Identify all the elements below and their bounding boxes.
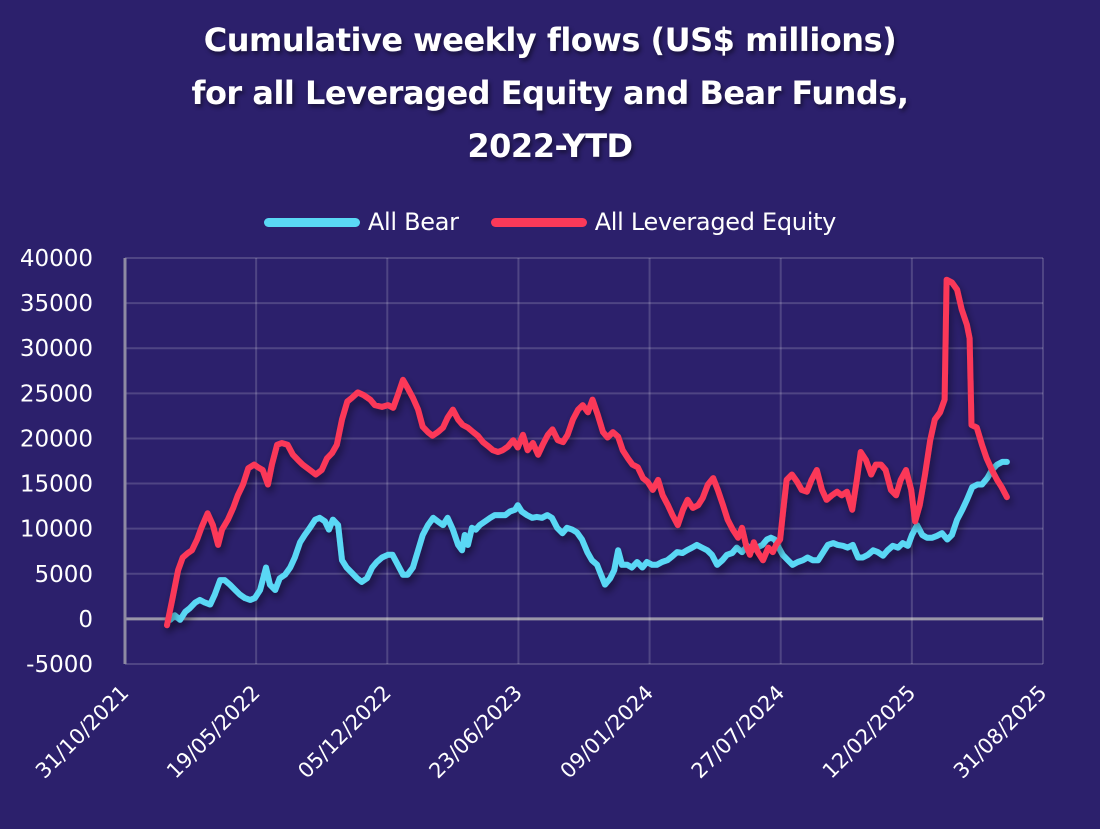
series-line-all-leveraged-equity <box>164 276 1010 629</box>
x-tick-label: 31/10/2021 <box>31 681 134 784</box>
legend-item-all-bear[interactable]: All Bear <box>263 208 459 236</box>
y-tick-label: 10000 <box>20 517 93 543</box>
chart-title: Cumulative weekly flows (US$ millions) f… <box>0 14 1100 173</box>
x-axis: 31/10/2021 19/05/2022 05/12/2022 23/06/2023… <box>31 681 1052 784</box>
series-line-all-bear <box>167 458 1010 623</box>
chart-title-line-2: for all Leveraged Equity and Bear Funds, <box>191 74 909 112</box>
grid <box>123 257 1044 665</box>
y-tick-label: 20000 <box>20 426 93 452</box>
y-tick-label: -5000 <box>26 652 93 678</box>
legend: All Bear All Leveraged Equity <box>0 208 1100 236</box>
x-tick-label: 23/06/2023 <box>424 681 527 784</box>
x-tick-label: 09/01/2024 <box>556 681 659 784</box>
legend-item-all-leveraged-equity[interactable]: All Leveraged Equity <box>490 208 837 236</box>
y-tick-label: 30000 <box>20 336 93 362</box>
y-tick-label: 5000 <box>34 562 93 588</box>
y-tick-label: 25000 <box>20 381 93 407</box>
chart-title-line-1: Cumulative weekly flows (US$ millions) <box>203 21 897 59</box>
x-tick-label: 05/12/2022 <box>293 681 396 784</box>
legend-label-all-leveraged-equity: All Leveraged Equity <box>594 208 837 236</box>
y-tick-label: 0 <box>78 607 93 633</box>
legend-swatch-all-leveraged-equity <box>490 217 587 227</box>
y-tick-label: 35000 <box>20 291 93 317</box>
x-tick-label: 27/07/2024 <box>687 681 790 784</box>
x-tick-label: 12/02/2025 <box>818 681 921 784</box>
y-tick-label: 15000 <box>20 472 93 498</box>
legend-label-all-bear: All Bear <box>367 208 459 236</box>
legend-swatch-all-bear <box>263 217 360 227</box>
x-tick-label: 31/08/2025 <box>949 681 1052 784</box>
x-tick-label: 19/05/2022 <box>162 681 265 784</box>
y-tick-label: 40000 <box>20 246 93 272</box>
y-axis: -5000 0 5000 10000 15000 20000 25000 30000 35000… <box>20 246 93 678</box>
series-group <box>164 276 1010 629</box>
chart-title-line-3: 2022-YTD <box>467 127 633 165</box>
